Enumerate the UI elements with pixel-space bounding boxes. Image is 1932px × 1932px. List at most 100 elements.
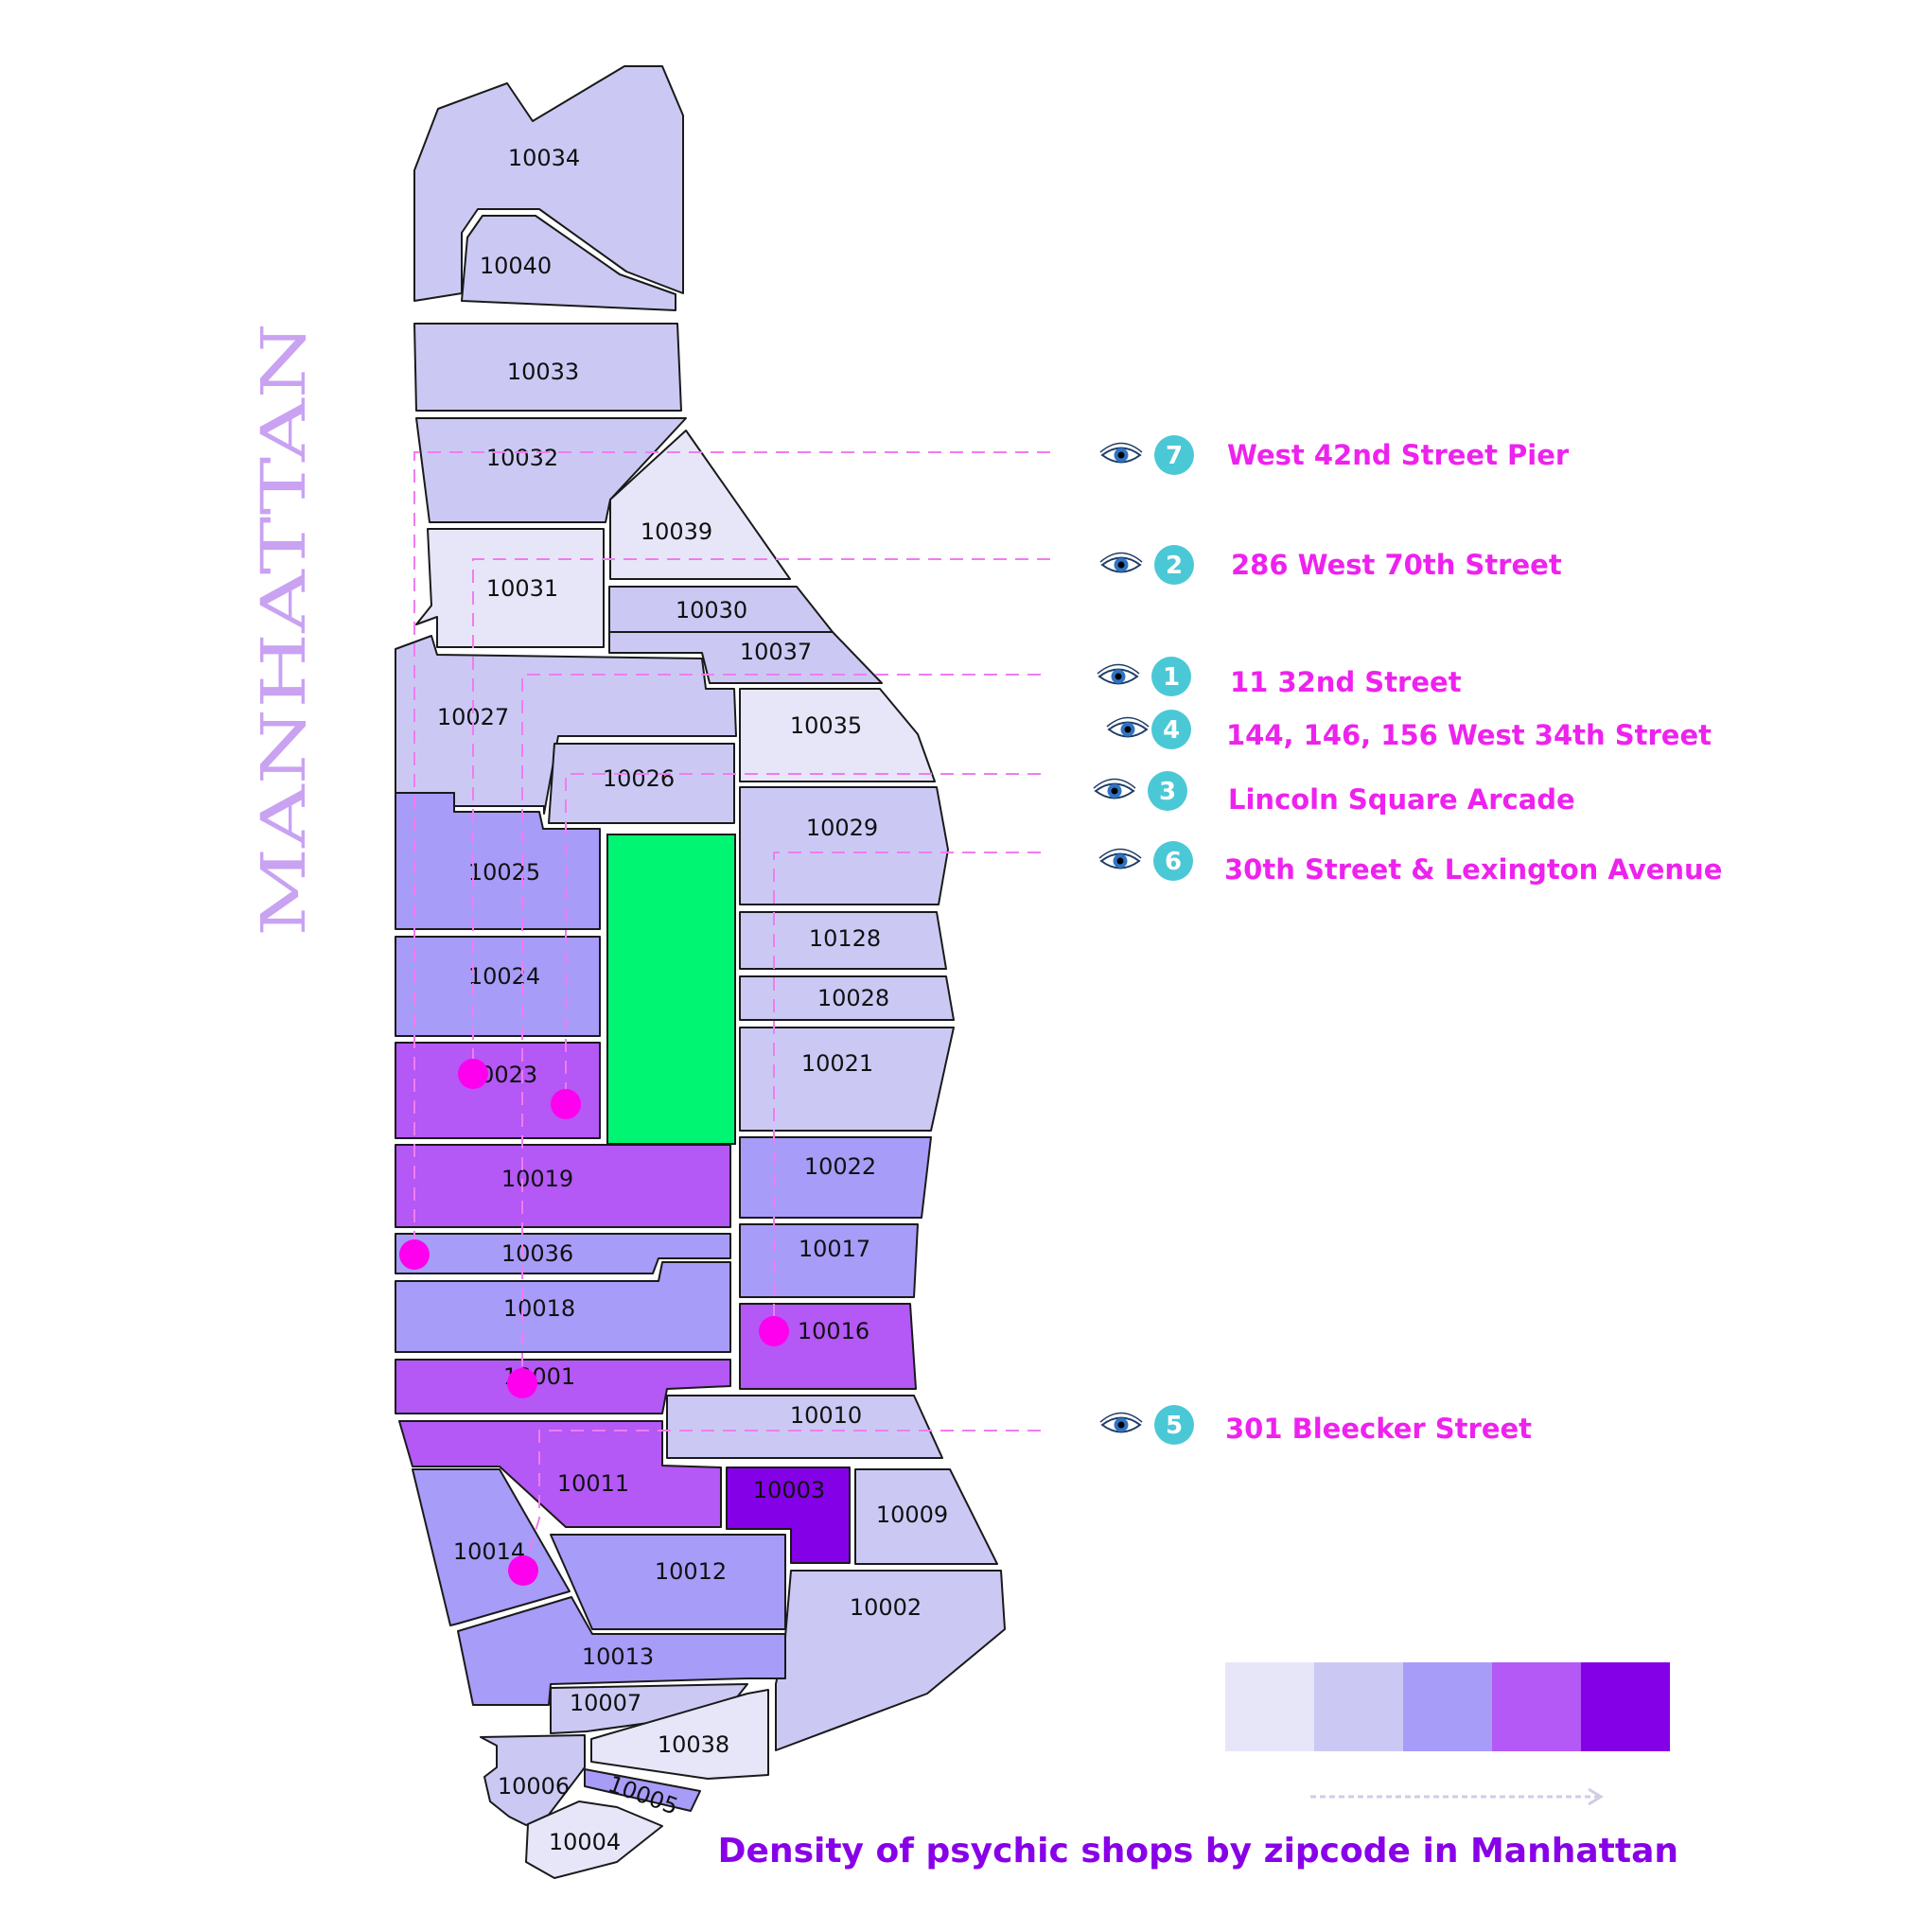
zip-area-10128	[739, 911, 947, 970]
zip-area-10035	[739, 688, 936, 782]
shop-marker-1	[507, 1368, 537, 1398]
shop-marker-7	[399, 1239, 430, 1270]
zip-label-10012: 10012	[655, 1558, 727, 1585]
zip-area-10003	[726, 1467, 851, 1564]
location-label: West 42nd Street Pier	[1227, 439, 1570, 471]
zip-label-10007: 10007	[570, 1690, 641, 1716]
zip-label-10029: 10029	[806, 815, 878, 841]
map-title: Density of psychic shops by zipcode in M…	[718, 1832, 1678, 1871]
leader-line-2	[472, 558, 1050, 1074]
leader-line-5	[522, 1430, 1041, 1572]
zip-label-10033: 10033	[507, 359, 579, 385]
zip-area-10024	[395, 936, 601, 1037]
zip-area-10022	[739, 1136, 932, 1219]
zip-label-10003: 10003	[753, 1477, 825, 1503]
zip-label-10032: 10032	[486, 445, 558, 471]
zipcode-labels: 10034 10040 10033 10032 10039 10031 10030 10037…	[437, 145, 948, 1855]
zip-label-10040: 10040	[480, 253, 552, 279]
location-number-badge: 1	[1151, 657, 1191, 696]
eye-icon	[1097, 663, 1140, 685]
location-label: 286 West 70th Street	[1231, 549, 1562, 581]
location-label: 11 32nd Street	[1230, 666, 1462, 698]
density-legend	[1225, 1662, 1670, 1751]
zip-area-10013	[457, 1596, 786, 1706]
zip-area-10039	[609, 430, 791, 580]
zip-area-10021	[739, 1027, 955, 1132]
legend-swatch-4	[1492, 1662, 1581, 1751]
zip-label-10021: 10021	[801, 1050, 873, 1077]
zip-area-10005	[584, 1768, 701, 1812]
legend-swatch-5	[1581, 1662, 1670, 1751]
borough-title: MANHATTAN	[248, 323, 319, 937]
legend-swatch-1	[1225, 1662, 1314, 1751]
zip-label-10030: 10030	[676, 597, 747, 624]
location-number: 1	[1163, 663, 1180, 692]
zip-area-10017	[739, 1223, 919, 1298]
location-number-badge: 6	[1153, 841, 1193, 881]
location-label: Lincoln Square Arcade	[1228, 783, 1575, 816]
zip-area-10031	[415, 528, 605, 648]
zip-area-10036	[395, 1233, 731, 1274]
location-number-badge: 7	[1154, 435, 1194, 475]
location-callouts: 7 West 42nd Street Pier 2 286 West 70th Str…	[1093, 435, 1722, 1445]
zip-label-10035: 10035	[790, 712, 862, 739]
leader-line-7	[413, 451, 1050, 1255]
zip-label-10002: 10002	[850, 1594, 922, 1621]
zip-area-10004	[525, 1800, 663, 1879]
zip-area-10040	[461, 215, 676, 311]
zip-area-10014	[412, 1468, 571, 1626]
zip-area-10001	[395, 1359, 731, 1414]
eye-icon	[1093, 778, 1136, 799]
zip-area-10033	[413, 323, 682, 412]
legend-swatch-3	[1403, 1662, 1492, 1751]
eye-icon	[1099, 442, 1143, 464]
eye-icon	[1099, 1412, 1143, 1433]
location-label: 301 Bleecker Street	[1225, 1413, 1532, 1445]
location-number: 3	[1159, 778, 1176, 806]
zip-area-10016	[739, 1303, 917, 1390]
zip-label-10038: 10038	[658, 1731, 729, 1758]
shop-markers	[399, 1059, 789, 1586]
eye-icon	[1106, 716, 1150, 738]
zip-area-10009	[854, 1468, 998, 1565]
shop-marker-2	[458, 1059, 488, 1089]
zip-area-10006	[480, 1734, 586, 1826]
location-label: 30th Street & Lexington Avenue	[1224, 853, 1722, 886]
zip-area-10026	[548, 743, 735, 824]
zip-label-10009: 10009	[876, 1502, 948, 1528]
zip-area-10010	[666, 1395, 943, 1459]
zip-area-10037	[608, 631, 883, 684]
location-number: 2	[1166, 552, 1183, 580]
location-number-badge: 2	[1154, 545, 1194, 585]
zip-label-10018: 10018	[503, 1295, 575, 1322]
central-park	[606, 834, 736, 1145]
location-number: 4	[1163, 716, 1180, 745]
location-number: 6	[1165, 848, 1182, 876]
zip-label-10031: 10031	[486, 575, 558, 602]
eye-icon	[1099, 552, 1143, 573]
zip-label-10037: 10037	[740, 639, 812, 665]
zip-area-10025	[395, 792, 601, 930]
zip-label-10004: 10004	[549, 1829, 621, 1855]
leader-line-6	[773, 852, 1041, 1331]
zip-label-10022: 10022	[804, 1153, 876, 1180]
zip-label-10016: 10016	[798, 1318, 869, 1344]
shop-marker-5	[508, 1555, 538, 1586]
zip-label-10013: 10013	[582, 1643, 654, 1670]
location-number: 5	[1166, 1412, 1183, 1440]
location-number-badge: 4	[1151, 710, 1191, 749]
zip-label-10026: 10026	[603, 765, 675, 792]
zip-area-10018	[395, 1261, 731, 1353]
zip-label-10011: 10011	[557, 1470, 629, 1497]
shop-marker-6	[759, 1316, 789, 1346]
leader-line-1	[521, 674, 1041, 1383]
zip-label-10034: 10034	[508, 145, 580, 171]
zip-area-10034	[413, 65, 684, 302]
zip-label-10039: 10039	[641, 518, 712, 545]
zip-label-10128: 10128	[809, 925, 881, 952]
zip-area-10028	[739, 975, 955, 1021]
zip-area-10038	[590, 1689, 769, 1780]
zip-area-10029	[739, 786, 949, 905]
legend-swatch-2	[1314, 1662, 1403, 1751]
